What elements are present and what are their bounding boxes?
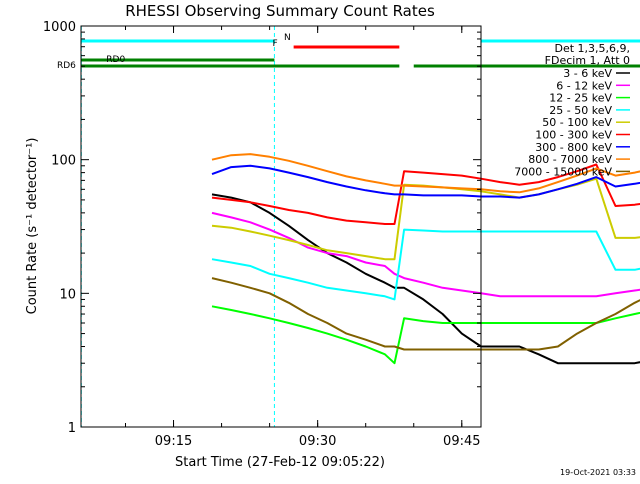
legend-label: 12 - 25 keV <box>549 92 612 105</box>
legend-label: 7000 - 15000 keV <box>514 165 612 178</box>
x-tick-label: 09:45 <box>443 434 480 449</box>
legend-label: 800 - 7000 keV <box>528 153 612 166</box>
flag-label-f: F <box>272 39 277 49</box>
series-line-8 <box>211 153 640 194</box>
series-line-7 <box>211 164 640 199</box>
legend: Det 1,3,5,6,9,FDecim 1, Att 03 - 6 keV6 … <box>514 42 630 178</box>
flag-label-rd6: RD6 <box>57 61 76 71</box>
series-line-2 <box>211 211 640 298</box>
axes: 09:15 09:30 09:45 1 10 100 1000 <box>43 20 481 449</box>
series-line-4 <box>211 228 640 301</box>
series-line-9 <box>211 277 640 351</box>
legend-label: 50 - 100 keV <box>542 116 612 129</box>
legend-label: 25 - 50 keV <box>549 104 612 117</box>
chart-title: RHESSI Observing Summary Count Rates <box>125 2 435 20</box>
x-axis-label: Start Time (27-Feb-12 09:05:22) <box>175 455 385 470</box>
footer-timestamp: 19-Oct-2021 03:33 <box>560 468 636 477</box>
y-axis-label: Count Rate (s⁻¹ detector⁻¹) <box>25 138 40 315</box>
series-line-3 <box>211 305 640 365</box>
legend-label: 3 - 6 keV <box>563 67 612 80</box>
x-tick-label: 09:30 <box>299 434 336 449</box>
legend-label: 100 - 300 keV <box>535 129 612 142</box>
legend-header-line: Det 1,3,5,6,9, <box>554 42 630 55</box>
legend-header-line: FDecim 1, Att 0 <box>545 54 630 67</box>
y-tick-label: 1 <box>68 421 76 436</box>
plot-area: NF RD0 RD6 <box>57 26 640 427</box>
series-line-6 <box>211 163 640 225</box>
x-tick-label: 09:15 <box>155 434 192 449</box>
legend-label: 6 - 12 keV <box>556 79 612 92</box>
y-tick-label: 10 <box>59 287 76 302</box>
y-tick-label: 1000 <box>43 20 76 35</box>
flag-label-n: N <box>284 33 291 43</box>
flag-label-rd0: RD0 <box>106 55 125 65</box>
plot-frame <box>80 25 482 428</box>
legend-label: 300 - 800 keV <box>535 141 612 154</box>
y-tick-label: 100 <box>51 154 76 169</box>
